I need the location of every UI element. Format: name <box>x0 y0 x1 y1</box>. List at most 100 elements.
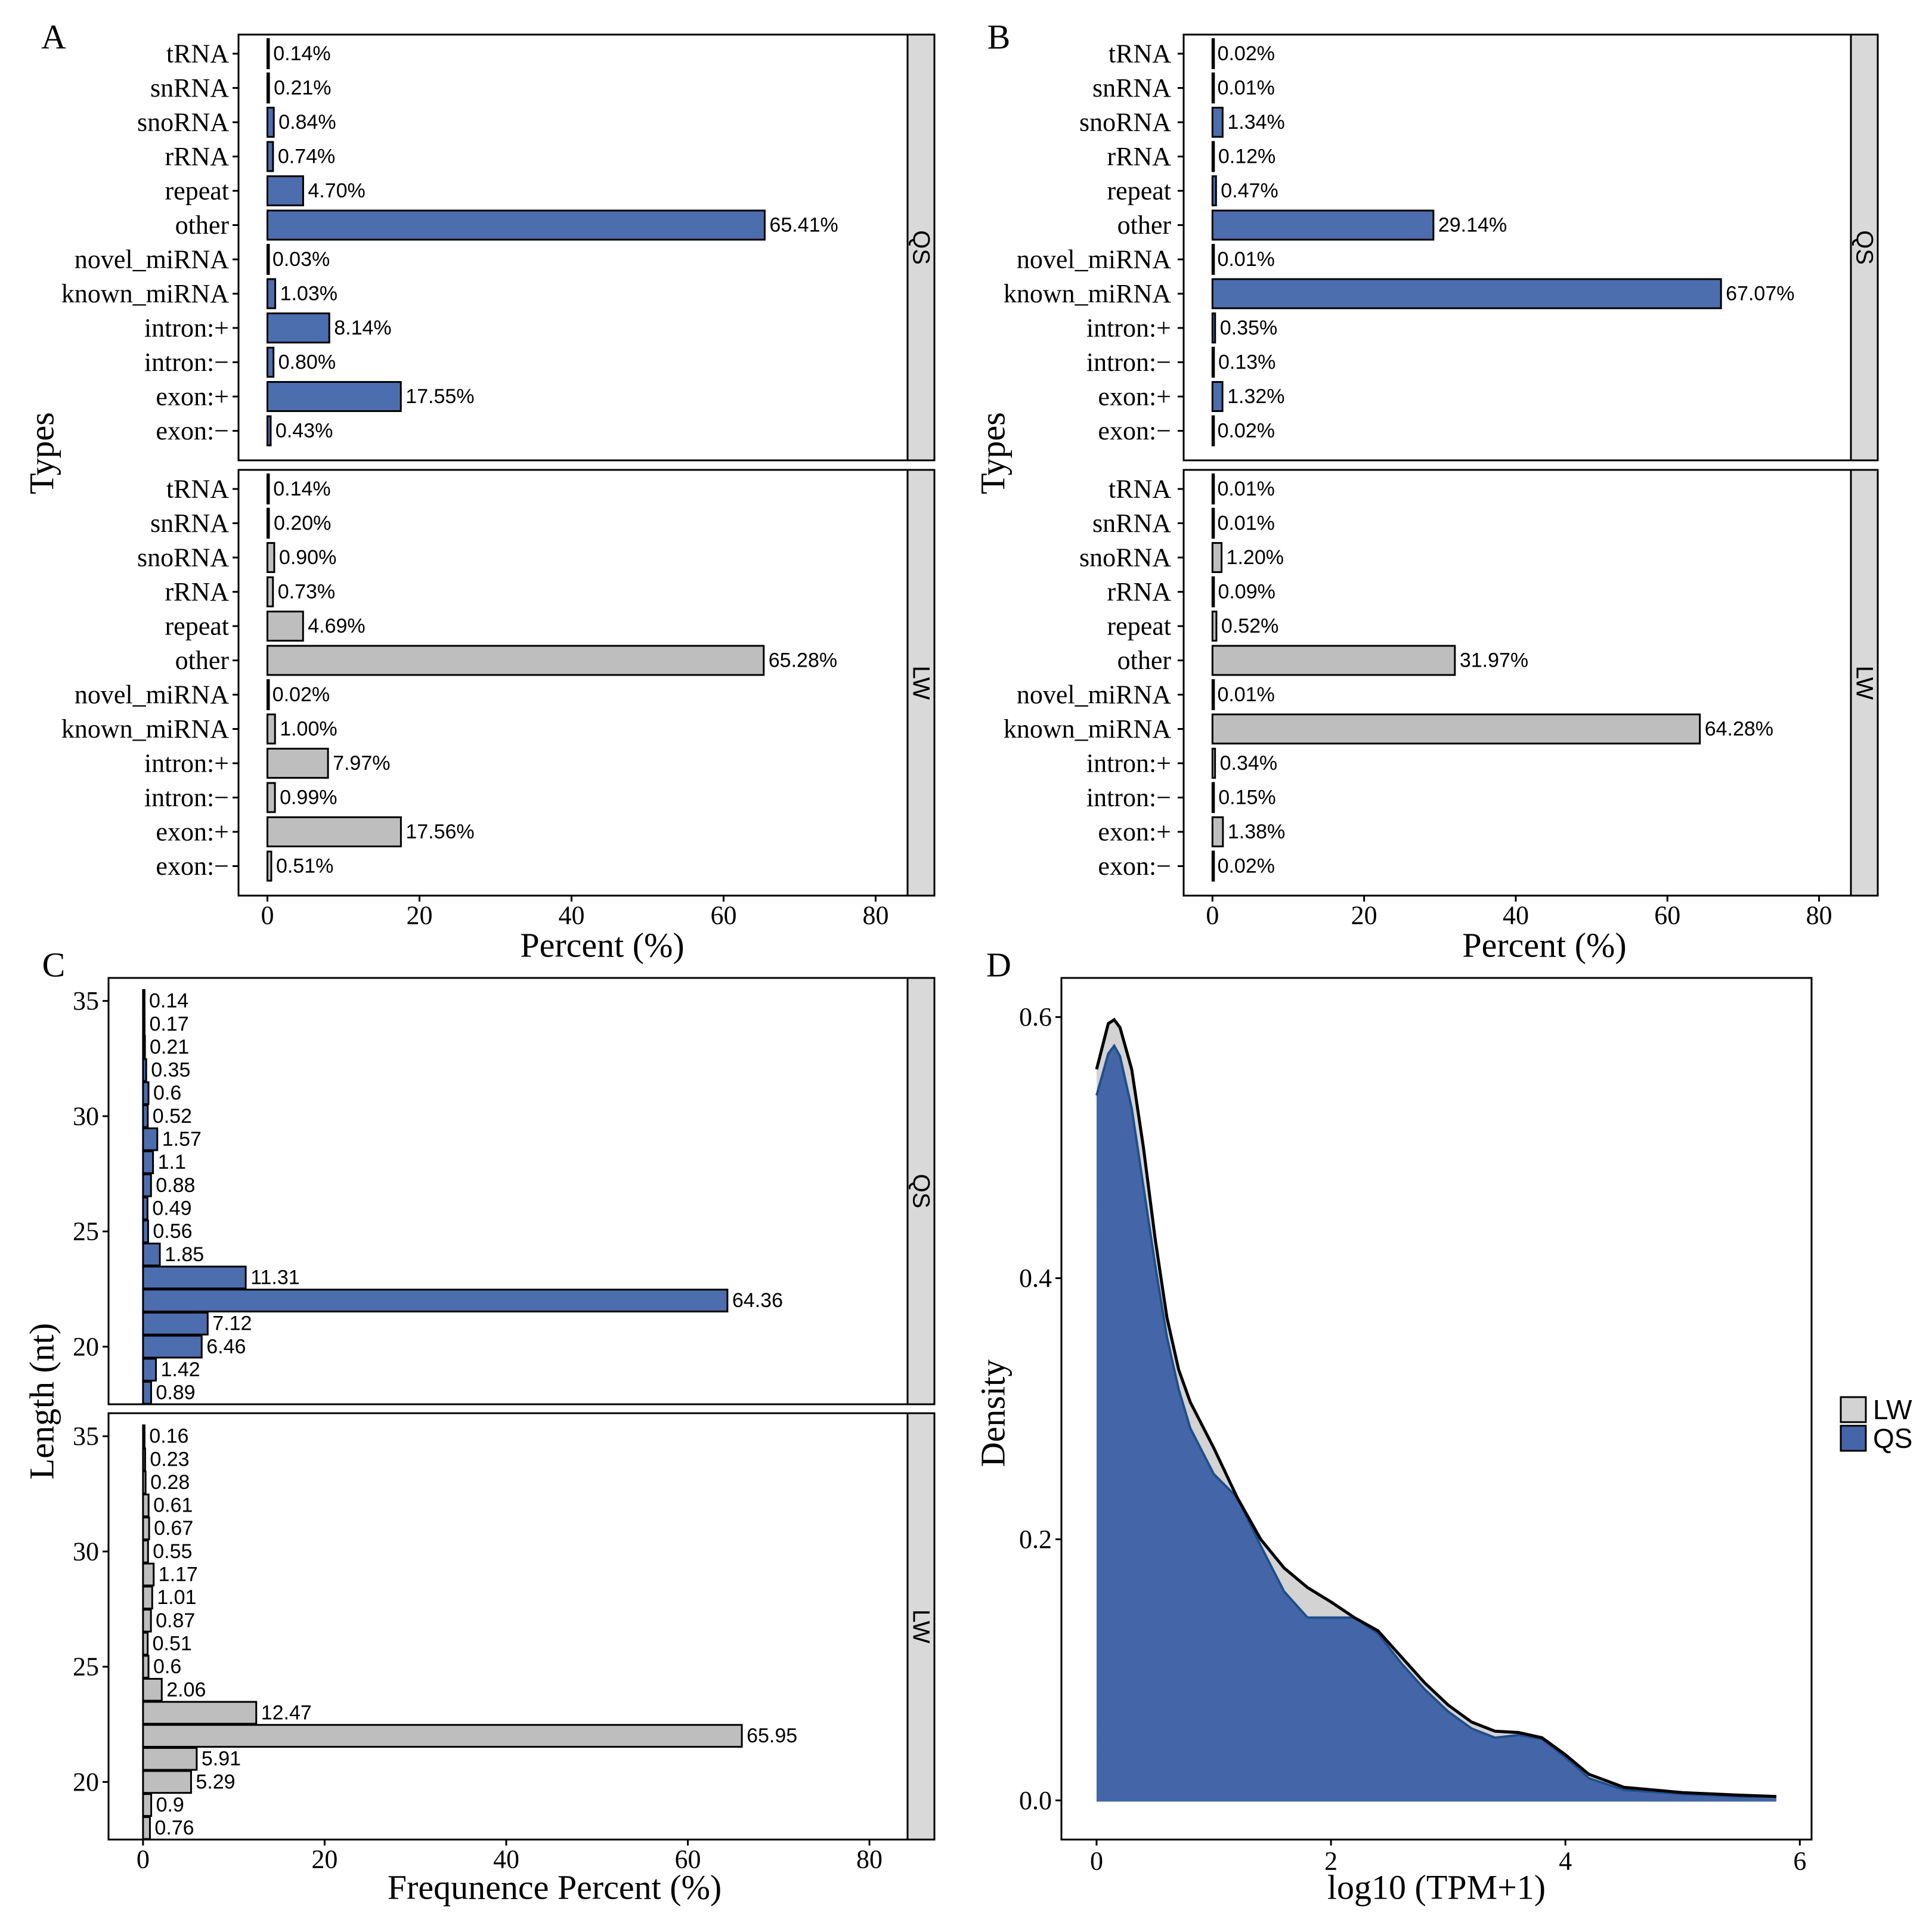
bar <box>142 1196 148 1221</box>
y-tick-label: 0.0 <box>1019 1786 1052 1815</box>
bar <box>1211 141 1215 172</box>
bar-value-label: 0.56 <box>153 1220 192 1243</box>
bar-value-label: 65.41% <box>769 214 838 237</box>
bar <box>142 1816 151 1840</box>
bar-value-label: 0.76 <box>154 1817 194 1840</box>
y-tick-label: 25 <box>73 1652 99 1682</box>
x-tick-label: 80 <box>862 901 888 930</box>
facet-strip-label: LW <box>1852 665 1878 699</box>
y-tick-label: 35 <box>73 1422 99 1451</box>
category-label: intron:− <box>144 783 229 812</box>
bar <box>266 415 272 447</box>
category-label: rRNA <box>1107 577 1171 606</box>
bar-value-label: 17.56% <box>405 820 474 843</box>
bar-value-label: 31.97% <box>1460 649 1528 672</box>
bar-value-label: 5.29 <box>196 1770 235 1793</box>
bar <box>1211 107 1224 138</box>
bar-value-label: 0.55 <box>153 1540 192 1563</box>
bar-value-label: 4.70% <box>308 179 365 202</box>
bar <box>142 1058 147 1082</box>
y-axis-title: Length (nt) <box>23 1323 61 1480</box>
panel-a: A QS 0.14% tRNA 0.21% snRNA 0.84% snoRNA 0.74% rR… <box>23 18 936 965</box>
bar-value-label: 0.35% <box>1220 317 1277 339</box>
facet-panel-border <box>1182 33 1852 462</box>
bar <box>142 1127 159 1151</box>
facet-strip-label: LW <box>908 665 934 699</box>
facet-strip <box>1850 33 1879 462</box>
bar <box>266 850 273 882</box>
bar-value-label: 0.14 <box>149 990 188 1013</box>
density-line-qs <box>1095 1044 1776 1798</box>
bar <box>266 542 275 573</box>
category-label: exon:+ <box>1098 382 1171 411</box>
bar-value-label: 0.09% <box>1218 581 1275 603</box>
category-label: tRNA <box>166 475 229 504</box>
facet-qs: QS 0.02% tRNA 0.01% snRNA 1.34% snoRNA 0.12% rRN… <box>1004 33 1879 462</box>
bar <box>1211 576 1215 608</box>
y-axis-title: Types <box>23 412 61 494</box>
bar <box>142 1424 145 1448</box>
bar <box>266 782 276 813</box>
bar-value-label: 29.14% <box>1438 214 1507 237</box>
y-tick-label: 30 <box>73 1101 99 1131</box>
bar <box>142 1104 149 1128</box>
bar <box>266 611 304 642</box>
bar-value-label: 0.61 <box>153 1494 193 1517</box>
bar <box>266 72 270 104</box>
bar-value-label: 0.87 <box>156 1609 195 1632</box>
bar-value-label: 0.51 <box>153 1632 192 1655</box>
bar <box>1211 645 1456 676</box>
category-label: intron:+ <box>144 314 229 343</box>
category-label: exon:− <box>1098 416 1171 445</box>
category-label: exon:+ <box>1098 818 1171 847</box>
bar <box>1211 542 1223 573</box>
category-label: intron:− <box>144 348 229 377</box>
bar <box>266 209 766 241</box>
bar <box>142 1516 150 1541</box>
bar-value-label: 0.16 <box>149 1425 188 1448</box>
y-tick-label: 0.2 <box>1019 1525 1052 1554</box>
y-tick-label: 25 <box>73 1217 99 1246</box>
bar-value-label: 0.9 <box>156 1794 184 1816</box>
bar <box>142 1035 146 1059</box>
bar <box>142 1701 258 1725</box>
bar-value-label: 0.6 <box>153 1655 181 1678</box>
category-label: rRNA <box>165 142 229 171</box>
category-label: novel_miRNA <box>1017 680 1171 710</box>
bar <box>142 1747 198 1771</box>
bar <box>1211 346 1215 378</box>
category-label: snRNA <box>150 509 229 538</box>
bar <box>266 748 329 779</box>
bar <box>266 346 275 378</box>
bar-value-label: 17.55% <box>405 385 474 408</box>
bar-value-label: 1.85 <box>165 1243 204 1266</box>
bar-value-label: 0.01% <box>1217 683 1274 706</box>
x-tick-label: 20 <box>406 901 432 930</box>
bar <box>142 1173 152 1197</box>
bar <box>142 1724 743 1748</box>
bar-value-label: 0.28 <box>150 1471 190 1494</box>
panel-c: CQS0.140.170.210.350.60.521.571.10.880.4… <box>23 946 936 1907</box>
bar <box>1211 209 1435 241</box>
bar <box>1211 278 1722 309</box>
bar-value-label: 0.21% <box>274 77 331 100</box>
x-axis-title: log10 (TPM+1) <box>1327 1868 1546 1907</box>
legend-label: LW <box>1873 1394 1912 1425</box>
bar-value-label: 0.35 <box>151 1059 190 1082</box>
facet-strip-label: QS <box>1852 230 1878 265</box>
category-label: novel_miRNA <box>75 680 229 710</box>
panel-d: D 0 2 4 6 0.0 0.2 0.4 0.6 log10 (TPM+1) Density LWQ… <box>974 946 1913 1907</box>
bar-value-label: 0.21 <box>150 1036 189 1058</box>
bar <box>1211 713 1701 745</box>
bar-value-label: 0.84% <box>278 111 336 134</box>
bar <box>266 576 274 608</box>
category-label: known_miRNA <box>61 279 229 308</box>
bar-value-label: 0.99% <box>280 787 337 809</box>
panel-b: B QS 0.02% tRNA 0.01% snRNA 1.34% snoRNA 0.12% rR… <box>974 18 1879 965</box>
bar-value-label: 1.03% <box>280 283 338 305</box>
bar <box>142 1608 152 1633</box>
facet-lw: LW 0.14% tRNA 0.20% snRNA 0.90% snoRNA 0.73% rRN… <box>61 469 936 897</box>
bar-value-label: 0.01% <box>1217 478 1274 500</box>
bar <box>1211 816 1224 847</box>
panel-letter: D <box>986 946 1011 984</box>
